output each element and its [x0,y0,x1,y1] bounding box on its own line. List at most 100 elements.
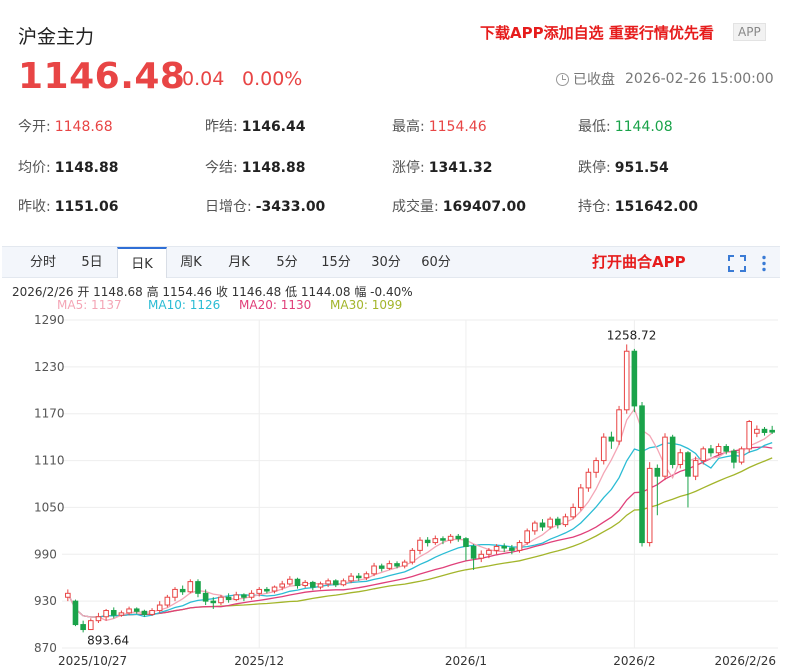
y-tick-label: 1290 [34,313,65,327]
candle-up [279,583,285,588]
y-tick-label: 1170 [34,407,65,421]
stat-high: 最高: 1154.46 [392,119,487,135]
candle-up [562,516,569,526]
clock-icon [556,72,569,86]
candle-down [723,446,730,452]
download-app-promo[interactable]: 下载APP添加自选 重要行情优先看 [480,24,714,42]
candle-down [225,596,232,601]
candle-up [738,448,745,463]
candle-down [470,545,477,559]
tab-5day[interactable]: 5日 [81,255,103,270]
status-text: 已收盘 [573,72,615,88]
y-tick-label: 930 [34,594,57,608]
high-annotation: 1258.72 [607,328,657,342]
candle-up [218,596,224,604]
candle-down [685,452,691,477]
candle-up [65,592,71,598]
candle-up [118,612,125,616]
tab-weekly-k[interactable]: 周K [180,255,202,270]
ma10-legend: MA10: 1126 [148,298,221,312]
candle-up [478,553,485,559]
candle-up [271,586,278,592]
x-tick-label: 2025/12 [234,654,284,668]
candle-down [455,535,462,540]
stat-limit-down: 跌停: 951.54 [578,160,669,176]
candle-up [646,467,653,544]
tab-intraday[interactable]: 分时 [29,255,56,270]
ma5-legend: MA5: 1137 [57,298,122,312]
candle-down [133,608,140,612]
y-tick-label: 1230 [34,360,65,374]
candle-up [600,436,607,462]
candle-up [746,421,753,450]
candle-up [570,506,576,518]
tab-15min[interactable]: 15分 [321,255,351,270]
low-annotation: 893.64 [87,634,129,648]
candlestick-chart[interactable]: 870 930 990 1050 1110 1170 1230 1290 2025/10/27 2… [0,312,786,671]
candle-down [639,405,645,544]
candle-down [378,565,385,569]
candle-up [432,538,439,544]
candle-down [608,436,615,442]
stat-daily-oi-change: 日增仓: -3433.00 [205,199,326,215]
candle-up [577,487,584,508]
stat-avg: 均价: 1148.88 [18,160,119,176]
tab-daily-k[interactable]: 日K [117,247,167,278]
x-tick-label: 2026/1 [445,654,487,668]
tab-30min[interactable]: 30分 [371,255,401,270]
candle-up [715,446,722,454]
candle-down [72,600,79,626]
y-tick-label: 870 [34,641,57,655]
candle-up [371,565,377,575]
candle-up [417,539,423,551]
stat-open: 今开: 1148.68 [18,119,113,135]
candle-up [87,620,94,631]
candle-down [555,518,561,526]
candle-down [294,578,301,587]
candle-up [486,549,492,555]
candle-down [210,600,217,604]
candle-up [248,592,255,598]
candle-up [386,563,393,569]
stat-prev-close: 昨收: 1151.06 [18,199,119,215]
ma5-line [67,407,773,622]
candle-up [126,608,132,614]
candle-up [325,580,331,585]
stat-limit-up: 涨停: 1341.32 [392,160,493,176]
ma20-legend: MA20: 1130 [239,298,312,312]
candle-up [256,588,263,594]
candle-down [424,539,431,544]
candle-up [302,581,308,587]
candle-down [669,436,676,465]
candle-down [202,592,209,602]
candle-up [317,583,324,588]
fullscreen-icon[interactable] [728,255,746,272]
candle-down [708,448,714,454]
candle-up [287,578,293,585]
candle-down [440,538,446,541]
x-tick-label: 2026/2 [613,654,655,668]
candle-down [141,610,148,615]
tab-monthly-k[interactable]: 月K [228,255,250,270]
candle-down [195,581,201,594]
stat-prev-settle: 昨结: 1146.44 [205,119,306,135]
more-vertical-icon[interactable] [760,255,768,272]
candle-up [149,610,155,615]
app-badge[interactable]: APP [733,23,766,41]
candle-up [593,460,599,473]
candle-up [754,428,760,434]
x-tick-label: 2025/10/27 [58,654,127,668]
candle-up [623,350,630,411]
candle-up [677,452,684,465]
candle-down [332,580,339,586]
candle-down [654,467,661,477]
candle-up [585,471,592,489]
candle-down [539,522,546,528]
candle-down [509,547,515,551]
open-app-link[interactable]: 打开曲合APP [592,253,686,271]
tab-60min[interactable]: 60分 [421,255,451,270]
quote-header: 沪金主力 下载APP添加自选 重要行情优先看 APP 1146.48 0.04 … [0,0,786,236]
candle-down [355,575,362,579]
candle-up [340,580,347,586]
tab-5min[interactable]: 5分 [276,255,298,270]
